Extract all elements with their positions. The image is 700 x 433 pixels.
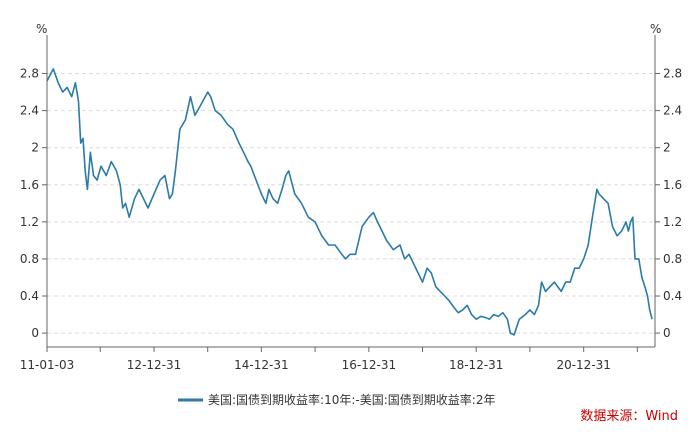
y-axis-left: 0 0.4 0.8 1.2 1.6 2 2.4 2.8 [20, 67, 47, 340]
x-tick-label: 16-12-31 [342, 358, 396, 372]
y-tick-label-left: 0.8 [20, 252, 39, 266]
y-tick-label-left: 2.8 [20, 67, 39, 81]
axes [46, 35, 656, 348]
y-tick-label-right: 2 [663, 141, 671, 155]
legend[interactable]: 美国:国债到期收益率:10年:-美国:国债到期收益率:2年 [178, 392, 495, 407]
x-tick-label: 14-12-31 [234, 358, 288, 372]
x-tick-label: 11-01-03 [20, 358, 74, 372]
y-tick-label-right: 2.4 [663, 104, 682, 118]
y-tick-label-right: 2.8 [663, 67, 682, 81]
y-tick-label-left: 1.2 [20, 215, 39, 229]
y-tick-label-left: 0.4 [20, 289, 39, 303]
y-tick-label-right: 1.6 [663, 178, 682, 192]
left-unit-label: % [36, 22, 47, 36]
y-tick-label-left: 2.4 [20, 104, 39, 118]
y-tick-label-right: 0.4 [663, 289, 682, 303]
y-tick-label-right: 0 [663, 326, 671, 340]
y-tick-label-left: 2 [31, 141, 39, 155]
y-axis-right: 0 0.4 0.8 1.2 1.6 2 2.4 2.8 [655, 67, 682, 340]
series-group [46, 68, 653, 336]
source-note: 数据来源：Wind [580, 409, 678, 424]
y-tick-label-left: 1.6 [20, 178, 39, 192]
y-tick-label-left: 0 [31, 326, 39, 340]
y-tick-label-right: 0.8 [663, 252, 682, 266]
y-tick-label-right: 1.2 [663, 215, 682, 229]
x-tick-label: 18-12-31 [449, 358, 503, 372]
grid-lines [47, 73, 655, 334]
x-axis: 11-01-03 12-12-31 14-12-31 16-12-31 18-12-31… [20, 347, 638, 372]
legend-label: 美国:国债到期收益率:10年:-美国:国债到期收益率:2年 [208, 392, 495, 407]
x-tick-label: 20-12-31 [556, 358, 610, 372]
x-tick-label: 12-12-31 [127, 358, 181, 372]
right-unit-label: % [650, 22, 661, 36]
series-line-0 [46, 68, 653, 336]
